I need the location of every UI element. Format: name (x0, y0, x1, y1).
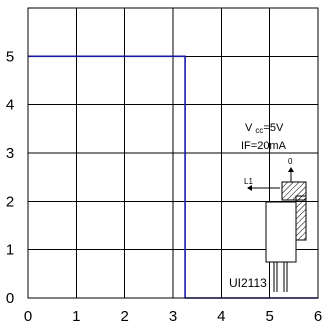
y-tick-label: 4 (6, 97, 14, 114)
y-tick-label: 3 (6, 145, 14, 162)
x-tick-label: 5 (265, 308, 273, 325)
sensor-body (265, 201, 297, 263)
x-tick-label: 6 (314, 308, 322, 325)
zero-arrow-head (288, 167, 294, 172)
zero-label: 0 (288, 157, 293, 166)
x-tick-label: 1 (72, 308, 80, 325)
x-tick-label: 2 (120, 308, 128, 325)
x-tick-label: 4 (217, 308, 225, 325)
y-axis-ticks: 0 1 2 3 4 5 (6, 48, 14, 307)
x-axis-ticks: 0 1 2 3 4 5 6 (24, 308, 322, 325)
if-annotation: IF=20mA (241, 140, 287, 152)
y-tick-label: 1 (6, 242, 14, 259)
l1-arrow-head (247, 185, 252, 191)
x-tick-label: 0 (24, 308, 32, 325)
sensor-diagram: V cc=5V IF=20mA 0 L1 UI2113 (229, 122, 307, 292)
sensor-slot (295, 195, 307, 241)
y-tick-label: 0 (6, 290, 14, 307)
plot-frame (27, 7, 319, 299)
y-tick-label: 2 (6, 193, 14, 210)
y-tick-label: 5 (6, 48, 14, 65)
x-tick-label: 3 (169, 308, 177, 325)
vcc-annotation: V cc=5V (245, 122, 284, 135)
model-label: UI2113 (229, 276, 267, 290)
l1-label: L1 (244, 177, 253, 186)
